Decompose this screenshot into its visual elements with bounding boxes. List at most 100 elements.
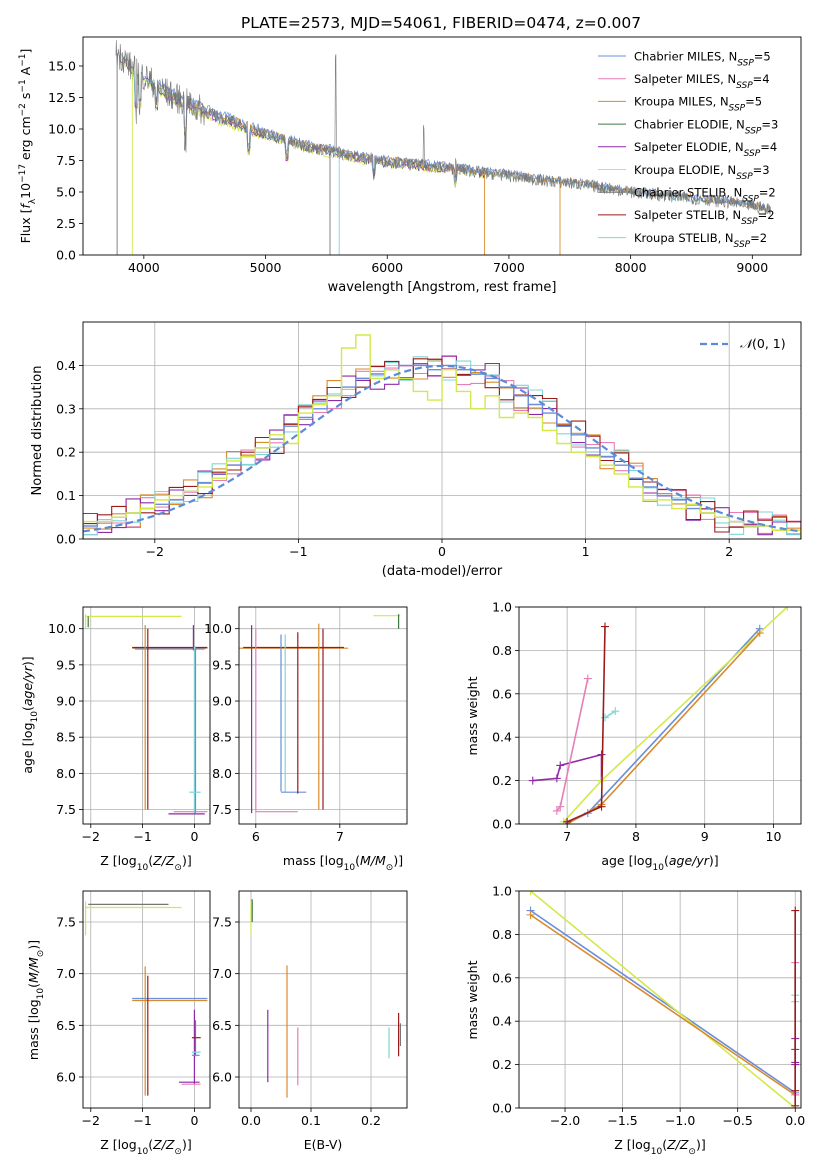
x-axis-label: (data-model)/error — [382, 564, 503, 579]
y-tick-label: 15.0 — [48, 58, 76, 73]
age-track-chabrier-miles — [565, 628, 761, 824]
figure-title: PLATE=2573, MJD=54061, FIBERID=0474, z=0… — [241, 14, 641, 32]
histogram-kroupa-elodie — [83, 334, 801, 539]
y-tick-label: 0.4 — [492, 1014, 512, 1029]
histogram-salpeter-stelib — [83, 358, 801, 539]
axes-frame — [82, 890, 211, 1109]
data-point — [791, 1101, 800, 1108]
y-tick-label: 2.5 — [56, 216, 76, 231]
y-tick-label: 0.2 — [492, 1057, 512, 1072]
x-tick-label: 4000 — [128, 260, 160, 275]
axes-frame — [82, 321, 802, 540]
y-tick-label: 8.5 — [212, 730, 232, 745]
data-point — [597, 750, 606, 759]
legend-entry: Kroupa STELIB, NSSP=2 — [634, 231, 767, 250]
x-tick-label: −1.5 — [607, 1113, 637, 1128]
y-tick-label: 0.0 — [56, 248, 76, 263]
age-track-kroupa-miles — [566, 632, 761, 824]
grid — [239, 891, 407, 1108]
x-tick-label: 0 — [190, 829, 198, 844]
y-tick-label: 7.5 — [56, 915, 76, 930]
y-tick-label: 0.0 — [492, 1101, 512, 1116]
x-tick-label: −0.5 — [723, 1113, 753, 1128]
y-tick-label: 9.5 — [212, 657, 232, 672]
y-tick-label: 0.6 — [492, 970, 512, 985]
axes-frame — [238, 606, 408, 825]
x-axis-label: Z [log10(Z/Z⊙)] — [100, 1137, 191, 1157]
observed-spectrum — [115, 40, 771, 215]
x-tick-label: −2 — [82, 1113, 100, 1128]
axes-frame — [518, 606, 802, 825]
x-tick-label: −2 — [146, 544, 164, 559]
grid — [519, 606, 801, 825]
x-tick-label: 7 — [563, 829, 571, 844]
plot-area — [526, 891, 800, 1108]
y-tick-label: 8.5 — [56, 730, 76, 745]
y-tick-label: 9.0 — [212, 694, 232, 709]
x-tick-label: 0 — [438, 544, 446, 559]
y-tick-label: 9.5 — [56, 657, 76, 672]
x-tick-label: 9000 — [736, 260, 768, 275]
y-tick-label: 8.0 — [56, 766, 76, 781]
y-tick-label: 7.0 — [56, 966, 76, 981]
axes-panel-7: 0.0 0.1 0.2 6.0 6.5 7.0 7.5 E(B-V) — [212, 890, 408, 1152]
y-tick-label: 0.2 — [56, 445, 76, 460]
x-axis-label: wavelength [Angstrom, rest frame] — [328, 280, 557, 295]
y-axis-label: mass weight — [465, 960, 480, 1039]
legend-entry: Chabrier MILES, NSSP=5 — [634, 49, 771, 68]
data-point — [600, 622, 609, 631]
grid — [83, 891, 210, 1108]
x-tick-label: 0.0 — [785, 1113, 805, 1128]
model-spectrum-salpeter-elodie — [119, 54, 485, 182]
normal-curve — [83, 364, 801, 533]
axes-panel-1: 4000 5000 6000 7000 8000 9000 0.0 2.5 5.0 7.5 10.0… — [18, 36, 802, 295]
y-tick-label: 7.0 — [212, 966, 232, 981]
plot-area — [84, 614, 208, 815]
legend-entry: Salpeter STELIB, NSSP=2 — [634, 208, 775, 227]
data-point — [583, 674, 592, 683]
x-tick-label: 10 — [766, 829, 782, 844]
y-tick-label: 0.6 — [492, 686, 512, 701]
axes-panel-3: −2 −1 0 7.5 8.0 8.5 9.0 9.5 10.0 Z [log10(Z/Z⊙)] a… — [20, 606, 211, 873]
y-tick-label: 7.5 — [56, 802, 76, 817]
plot-area — [250, 899, 401, 1098]
z-track-kroupa-miles — [530, 914, 796, 1096]
x-axis-label: E(B-V) — [304, 1137, 343, 1152]
y-axis-label: age [log10(age/yr)] — [20, 656, 40, 773]
x-tick-label: 6 — [252, 829, 260, 844]
grid — [83, 607, 210, 824]
y-tick-label: 9.0 — [56, 694, 76, 709]
age-track-salpeter-miles — [556, 678, 589, 812]
y-tick-label: 6.0 — [56, 1070, 76, 1085]
x-axis-label: mass [log10(M/M⊙)] — [283, 853, 403, 873]
data-point — [611, 707, 620, 716]
y-tick-label: 10.0 — [204, 621, 232, 636]
x-tick-label: 9 — [701, 829, 709, 844]
data-point — [791, 906, 800, 915]
x-tick-label: −1.0 — [665, 1113, 695, 1128]
x-tick-label: 8000 — [615, 260, 647, 275]
x-tick-label: −1 — [289, 544, 307, 559]
x-tick-label: −2.0 — [550, 1113, 580, 1128]
y-tick-label: 0.1 — [56, 488, 76, 503]
y-axis-label: mass weight — [465, 676, 480, 755]
x-axis-label: Z [log10(Z/Z⊙)] — [614, 1137, 705, 1157]
y-tick-label: 0.8 — [492, 643, 512, 658]
x-tick-label: 0 — [190, 1113, 198, 1128]
plot-area — [115, 40, 771, 255]
x-axis-label: Z [log10(Z/Z⊙)] — [100, 853, 191, 873]
data-point — [783, 607, 792, 611]
y-tick-label: 6.5 — [212, 1018, 232, 1033]
legend-entry: 𝒩(0, 1) — [740, 336, 786, 351]
y-axis-label: mass [log10(M/M⊙)] — [26, 940, 46, 1060]
y-tick-label: 0.3 — [56, 401, 76, 416]
data-point — [791, 1086, 800, 1095]
axes-frame — [518, 890, 802, 1109]
axes-frame — [82, 36, 802, 256]
data-point — [552, 806, 561, 815]
legend: Chabrier MILES, NSSP=5 Salpeter MILES, NS… — [598, 49, 778, 250]
legend-entry: Chabrier ELODIE, NSSP=3 — [634, 117, 778, 136]
x-tick-label: 7000 — [493, 260, 525, 275]
data-point — [552, 774, 561, 783]
x-tick-label: 5000 — [250, 260, 282, 275]
